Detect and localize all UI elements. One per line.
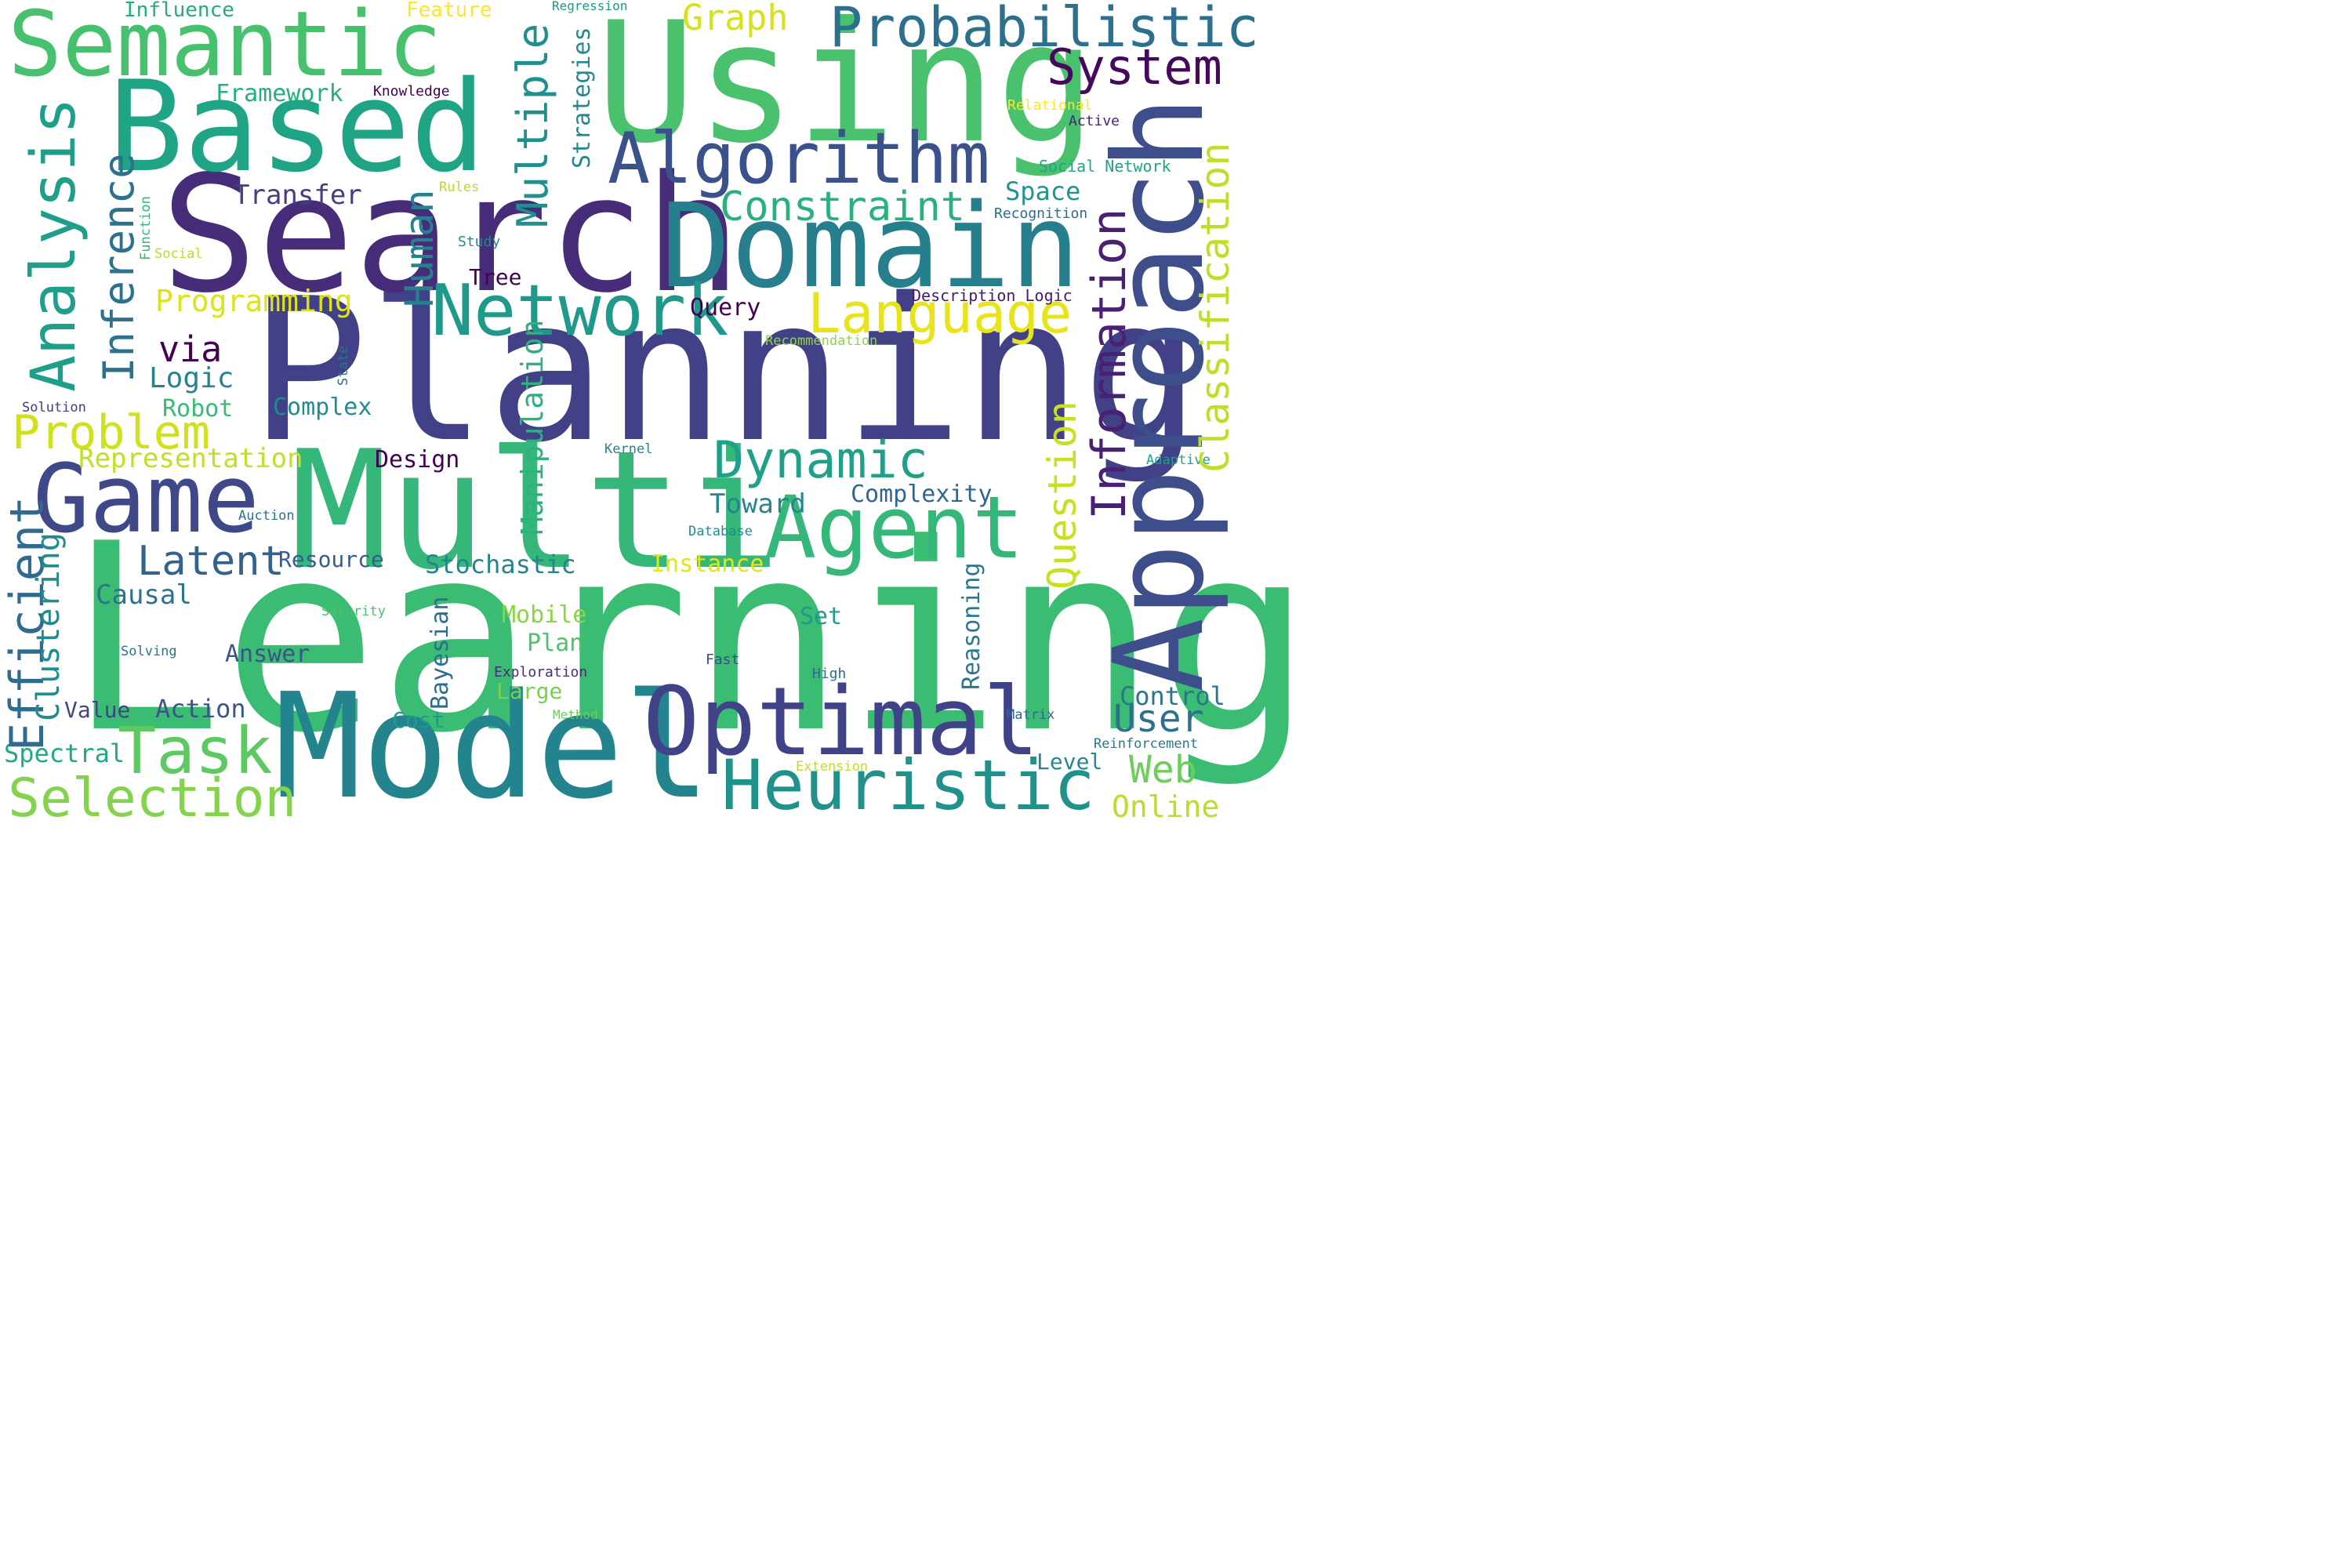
- word-query: Query: [690, 294, 761, 321]
- word-design: Design: [375, 446, 460, 474]
- word-cost: Cost: [392, 707, 445, 733]
- word-dynamic: Dynamic: [713, 431, 928, 490]
- word-information: Information: [1082, 208, 1137, 520]
- word-kernel: Kernel: [604, 441, 653, 457]
- word-exploration: Exploration: [494, 664, 588, 681]
- word-auction: Auction: [238, 508, 295, 524]
- word-set: Set: [800, 603, 843, 630]
- word-security: Security: [321, 604, 386, 619]
- word-clustering: Clustering: [31, 532, 67, 721]
- word-human: Human: [397, 189, 442, 307]
- word-system: System: [1047, 38, 1222, 96]
- word-domain: Domain: [661, 179, 1080, 314]
- word-fast: Fast: [706, 652, 740, 668]
- word-action: Action: [155, 694, 246, 724]
- word-task: Task: [118, 714, 273, 789]
- word-learning: Learning: [67, 488, 1313, 789]
- word-answer: Answer: [225, 641, 310, 668]
- word-recognition: Recognition: [994, 205, 1088, 222]
- word-tree: Tree: [469, 264, 522, 290]
- word-plan: Plan: [527, 630, 584, 657]
- word-regression: Regression: [552, 0, 628, 13]
- word-social-network: Social Network: [1039, 157, 1171, 176]
- word-agent: Agent: [764, 477, 1025, 578]
- word-instance: Instance: [651, 550, 764, 578]
- word-feature: Feature: [406, 0, 492, 22]
- word-logic: Logic: [149, 362, 234, 394]
- word-value: Value: [64, 697, 131, 723]
- word-online: Online: [1112, 789, 1220, 824]
- word-probabilistic: Probabilistic: [829, 0, 1259, 60]
- word-knowledge: Knowledge: [373, 83, 450, 100]
- word-analysis: Analysis: [19, 97, 89, 392]
- word-social: Social: [154, 246, 203, 262]
- word-selection: Selection: [8, 768, 297, 829]
- word-multiple: Multiple: [508, 23, 557, 227]
- word-problem: Problem: [12, 405, 210, 460]
- word-solution: Solution: [22, 400, 86, 416]
- word-matrix: Matrix: [1007, 707, 1055, 723]
- word-manipulation: Manipulation: [515, 319, 550, 535]
- word-reasoning: Reasoning: [958, 562, 985, 690]
- word-recommendation: Recommendation: [765, 333, 878, 349]
- word-using: Using: [596, 0, 1097, 180]
- word-robot: Robot: [162, 395, 234, 423]
- word-control: Control: [1120, 681, 1225, 711]
- word-reinforcement: Reinforcement: [1094, 736, 1199, 752]
- word-strategies: Strategies: [568, 27, 596, 169]
- word-model: Model: [274, 662, 711, 831]
- word-algorithm: Algorithm: [608, 118, 990, 200]
- word-mobile: Mobile: [502, 601, 587, 629]
- word-web: Web: [1129, 748, 1197, 792]
- word-constraint: Constraint: [720, 183, 966, 230]
- word-function: Function: [138, 196, 154, 260]
- word-active: Active: [1069, 113, 1120, 129]
- word-large: Large: [496, 678, 563, 704]
- word-transfer: Transfer: [234, 180, 362, 211]
- word-extension: Extension: [796, 759, 869, 775]
- word-question: Question: [1040, 401, 1085, 590]
- word-multi: Multi: [290, 416, 782, 606]
- word-causal: Causal: [96, 579, 192, 611]
- word-language: Language: [808, 281, 1073, 346]
- word-complex: Complex: [273, 394, 372, 421]
- word-planning: Planning: [249, 256, 1201, 486]
- word-graph: Graph: [682, 0, 789, 38]
- word-programming: Programming: [155, 284, 353, 318]
- word-relational: Relational: [1007, 97, 1093, 114]
- word-spectral: Spectral: [4, 739, 125, 768]
- word-network: Network: [431, 270, 729, 352]
- word-solving: Solving: [121, 644, 177, 659]
- word-search: Search: [161, 142, 742, 328]
- word-classification: Classification: [1192, 142, 1238, 473]
- word-influence: Influence: [124, 0, 234, 22]
- word-user: User: [1113, 697, 1204, 741]
- word-stochastic: Stochastic: [425, 550, 576, 579]
- word-based: Based: [108, 53, 486, 200]
- word-adaptive: Adaptive: [1146, 452, 1210, 468]
- word-inference: Inference: [94, 153, 143, 383]
- word-via: via: [158, 328, 223, 370]
- word-heuristic: Heuristic: [721, 745, 1095, 826]
- word-latent: Latent: [137, 538, 285, 585]
- word-toward: Toward: [710, 488, 806, 520]
- word-representation: Representation: [78, 443, 303, 474]
- word-rules: Rules: [439, 180, 480, 195]
- word-state: State: [336, 345, 351, 386]
- word-database: Database: [688, 524, 753, 539]
- word-level: Level: [1036, 749, 1103, 775]
- word-high: High: [812, 666, 847, 682]
- word-bayesian: Bayesian: [426, 596, 454, 710]
- word-game: Game: [33, 445, 260, 554]
- word-semantic: Semantic: [8, 0, 442, 97]
- word-resource: Resource: [278, 546, 384, 572]
- word-space: Space: [1005, 176, 1081, 206]
- word-optimal: Optimal: [643, 668, 1040, 777]
- word-study: Study: [458, 234, 501, 250]
- word-description-logic: Description Logic: [912, 286, 1073, 305]
- word-method: Method: [553, 707, 598, 722]
- word-framework: Framework: [216, 80, 343, 107]
- word-complexity: Complexity: [851, 481, 993, 508]
